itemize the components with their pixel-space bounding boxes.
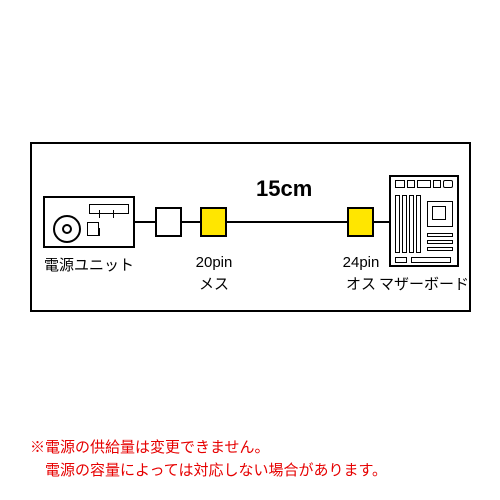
pin20-connector	[200, 207, 227, 237]
psu-small-rect	[87, 222, 99, 236]
mb-slot-2	[402, 195, 407, 253]
note-line-1: ※電源の供給量は変更できません。	[30, 437, 387, 460]
psu-stub-line	[135, 221, 155, 223]
mb-bottom-1	[395, 257, 407, 263]
mb-bottom-2	[411, 257, 451, 263]
pin20-label-top: 20pin	[192, 254, 236, 271]
mb-port-5	[443, 180, 453, 188]
mb-port-3	[417, 180, 431, 188]
pin20-label-bottom: メス	[192, 273, 236, 294]
mb-slot-3	[409, 195, 414, 253]
mb-port-1	[395, 180, 405, 188]
white-connector	[155, 207, 182, 237]
mb-ram-2	[427, 240, 453, 244]
warning-note: ※電源の供給量は変更できません。 電源の容量によっては対応しない場合があります。	[30, 437, 387, 482]
pin24-connector	[347, 207, 374, 237]
mb-stub-line	[374, 221, 389, 223]
motherboard-box	[389, 175, 459, 267]
cable-length-label: 15cm	[256, 176, 312, 202]
psu-fan-inner	[62, 224, 72, 234]
note-line-2: 電源の容量によっては対応しない場合があります。	[30, 460, 387, 483]
mb-ram-1	[427, 233, 453, 237]
mb-slot-4	[416, 195, 421, 253]
gap-line	[182, 221, 200, 223]
mb-ram-3	[427, 247, 453, 251]
psu-slot-row	[89, 204, 129, 214]
pin24-label-top: 24pin	[339, 254, 383, 271]
psu-label: 電源ユニット	[43, 254, 135, 275]
psu-box	[43, 196, 135, 248]
mb-slot-1	[395, 195, 400, 253]
motherboard-label: マザーボード	[372, 273, 476, 294]
mb-port-2	[407, 180, 415, 188]
main-cable-line	[227, 221, 347, 223]
mb-port-4	[433, 180, 441, 188]
mb-cpu-socket	[427, 201, 453, 227]
